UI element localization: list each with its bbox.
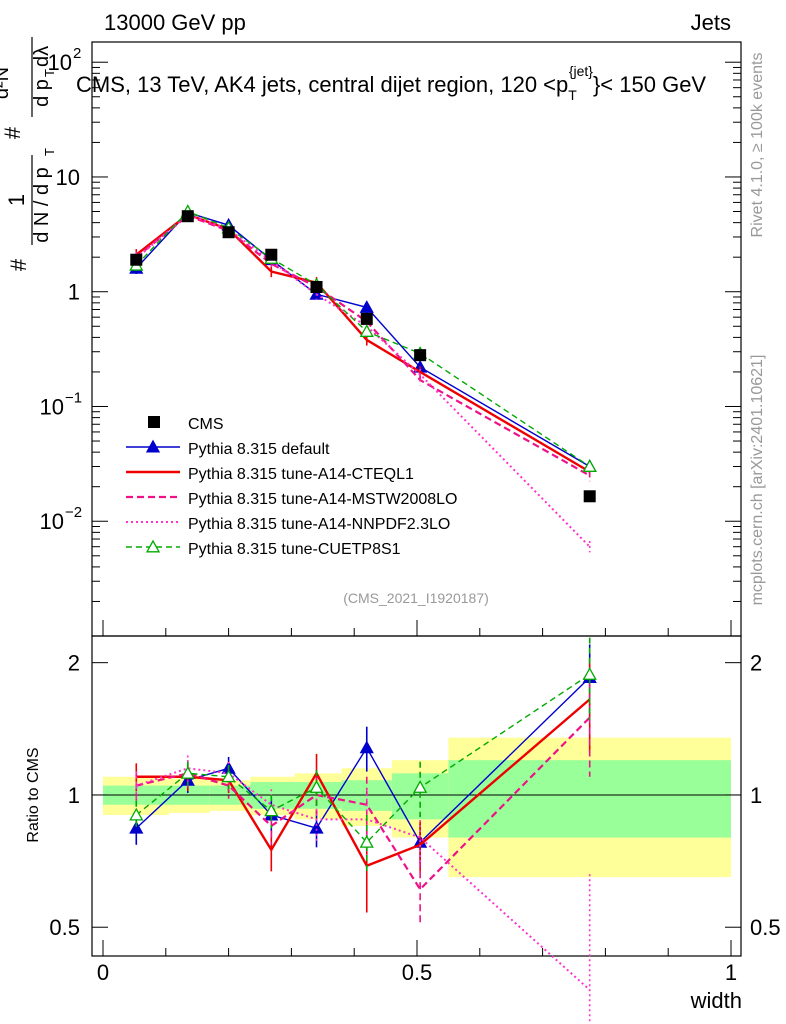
series-point — [359, 324, 374, 337]
ratio-y-label: Ratio to CMS — [25, 747, 42, 842]
header-left: 13000 GeV pp — [104, 10, 246, 35]
ratio-point — [359, 740, 374, 754]
series-line — [135, 210, 591, 468]
legend: CMS Pythia 8.315 default Pythia 8.315 tune… — [126, 416, 457, 558]
ratio-point — [129, 807, 144, 821]
data-point — [222, 226, 235, 239]
y-label-dpT: d p — [31, 79, 53, 107]
ratio-tick-label: 1 — [68, 783, 80, 808]
y-label-dpT-sub: T — [42, 69, 57, 77]
legend-marker — [145, 539, 161, 553]
y-tick-label: 10 — [56, 165, 80, 190]
y-label-hash-1: # — [6, 258, 31, 271]
y-tick-label: 10 — [40, 394, 64, 419]
data-point — [130, 253, 143, 266]
legend-marker — [145, 439, 161, 453]
y-tick-label: 1 — [68, 280, 80, 305]
y-tick-exponent: 2 — [73, 45, 81, 62]
legend-marker-cms — [148, 416, 160, 428]
series-line — [135, 213, 591, 473]
ratio-tick-label-right: 2 — [750, 651, 762, 676]
data-point — [360, 312, 373, 325]
data-point — [181, 210, 194, 223]
y-label-dN-dpT: d N / d p — [31, 167, 53, 243]
header-right: Jets — [691, 10, 731, 35]
x-tick-label: 0 — [97, 960, 109, 985]
data-point — [414, 349, 427, 362]
title-tail: }< 150 GeV — [593, 72, 706, 97]
legend-label: Pythia 8.315 default — [188, 441, 330, 458]
ratio-tick-label: 0.5 — [49, 915, 80, 940]
y-tick-exponent: −2 — [65, 504, 82, 521]
ratio-point — [129, 820, 144, 834]
legend-label: Pythia 8.315 tune-CUETP8S1 — [188, 541, 401, 558]
data-point — [310, 280, 323, 293]
ratio-uncertainty-bands — [103, 737, 731, 878]
y-label-d2N: d²N — [0, 67, 13, 99]
rivet-label: Rivet 4.1.0, ≥ 100k events — [749, 53, 766, 238]
ratio-point — [582, 667, 597, 680]
data-point — [265, 248, 278, 261]
ratio-point — [309, 780, 324, 793]
ratio-tick-label: 2 — [68, 651, 80, 676]
legend-label: Pythia 8.315 tune-A14-CTEQL1 — [188, 466, 414, 483]
ratio-series-line — [135, 767, 591, 991]
ratio-point — [180, 765, 195, 779]
chart-title: CMS, 13 TeV, AK4 jets, central dijet reg… — [76, 63, 706, 103]
series-line — [135, 214, 591, 477]
y-tick-label: 10 — [40, 509, 64, 534]
title-main: CMS, 13 TeV, AK4 jets, central dijet reg… — [76, 72, 568, 97]
legend-label: CMS — [188, 416, 224, 433]
ratio-point — [264, 803, 279, 817]
mcplots-label: mcplots.cern.ch [arXiv:2401.10621] — [749, 355, 766, 606]
ratio-point — [221, 769, 236, 783]
ratio-point — [309, 820, 324, 834]
ratio-series-line — [135, 673, 591, 844]
series-point — [582, 459, 597, 472]
legend-label: Pythia 8.315 tune-A14-MSTW2008LO — [188, 491, 457, 508]
y-axis-label-main: # 1 d N / d p T # d²N d p T dλ — [0, 37, 57, 271]
ratio-point — [359, 835, 374, 848]
y-tick-exponent: −1 — [65, 389, 82, 406]
data-point — [583, 490, 596, 503]
y-label-dN-dpT-sub: T — [42, 148, 57, 156]
series-point — [359, 300, 374, 313]
ratio-tick-label-right: 1 — [750, 783, 762, 808]
legend-label: Pythia 8.315 tune-A14-NNPDF2.3LO — [188, 516, 450, 533]
ratio-series-line — [136, 716, 591, 892]
x-tick-label: 1 — [725, 960, 737, 985]
x-axis-label: width — [690, 988, 742, 1013]
y-label-dlambda: dλ — [31, 46, 53, 67]
y-tick-label: 10 — [48, 50, 72, 75]
svg-text:CMS, 13 TeV, AK4 jets, central: CMS, 13 TeV, AK4 jets, central dijet reg… — [76, 63, 706, 103]
ratio-point — [413, 780, 428, 793]
y-label-one: 1 — [4, 194, 29, 206]
analysis-tag: (CMS_2021_I1920187) — [343, 590, 489, 606]
title-sup: {jet} — [569, 63, 593, 79]
ratio-tick-label-right: 0.5 — [750, 915, 781, 940]
x-tick-label: 0.5 — [402, 960, 433, 985]
ratio-series-group — [129, 637, 597, 1024]
main-series-group — [129, 204, 597, 553]
title-sub: T — [568, 87, 577, 103]
y-label-hash-2: # — [0, 126, 25, 139]
